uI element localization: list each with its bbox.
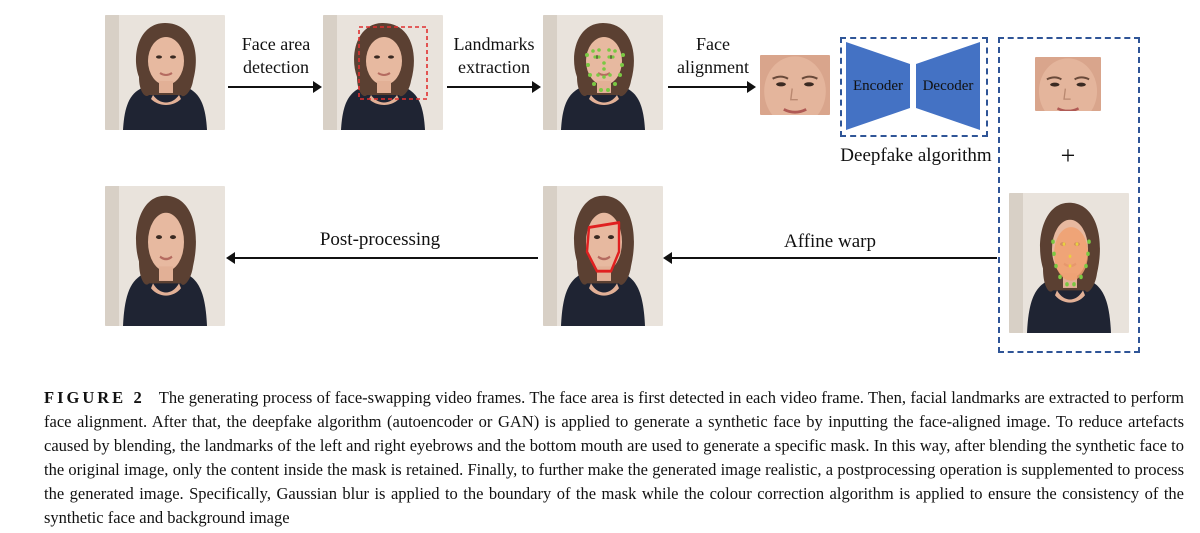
landmarks-extraction-label: Landmarks extraction [453,34,535,77]
figure-label: FIGURE 2 [44,388,145,407]
encoder-trapezoid-icon [846,42,910,130]
arrow-left-icon [226,252,538,264]
arrow-left-icon [663,252,997,264]
input-frame-photo [105,15,225,130]
face-alignment-label: Face alignment [677,34,749,77]
arrow-right-icon [228,81,322,93]
face-area-detection-label: Face area detection [241,34,311,77]
aligned-face-photo [760,55,830,115]
warped-face-photo [1009,193,1129,333]
post-processing-label: Post-processing [319,229,441,250]
detected-face-photo [323,15,443,130]
synthetic-face-photo [1035,57,1101,111]
autoencoder-diagram [846,42,980,130]
final-output-photo [105,186,225,326]
decoder-label: Decoder [922,78,974,94]
deepfake-algorithm-label: Deepfake algorithm [840,145,992,166]
encoder-label: Encoder [853,78,903,94]
arrow-right-icon [447,81,541,93]
deepfake-algorithm-box [840,37,988,137]
caption-text: The generating process of face-swapping … [44,388,1185,527]
masked-face-photo [543,186,663,326]
landmarks-photo [543,15,663,130]
synthesis-output-box [998,37,1140,353]
decoder-trapezoid-icon [916,42,980,130]
affine-warp-label: Affine warp [784,231,876,252]
plus-sign: + [1060,141,1076,170]
figure-caption: FIGURE 2 The generating process of face-s… [44,386,1184,530]
arrow-right-icon [668,81,756,93]
